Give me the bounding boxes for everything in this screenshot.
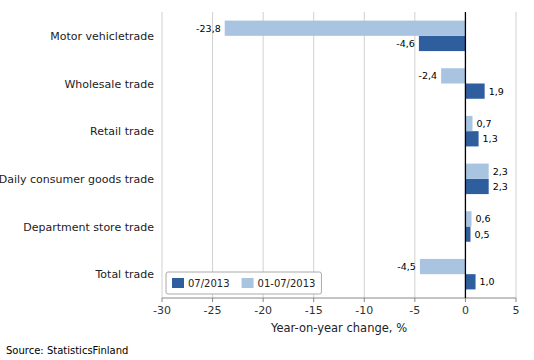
chart: -30 -25 -20 -15 -10 -5 0 5 Motor vehicletrade Who… — [0, 0, 534, 360]
bar — [465, 179, 488, 194]
x-tick-label: -25 — [204, 304, 222, 317]
grid-line — [263, 12, 264, 298]
bar — [465, 227, 470, 242]
bar — [465, 84, 484, 99]
tick-mark — [313, 298, 314, 302]
bars — [225, 21, 489, 290]
grid — [162, 12, 516, 298]
tick-mark — [364, 298, 365, 302]
data-label: 2,3 — [493, 166, 508, 177]
bar — [465, 274, 475, 289]
x-tick-label: 0 — [462, 304, 469, 317]
bar — [419, 36, 466, 51]
bar — [465, 164, 488, 179]
x-tick-label: -15 — [305, 304, 323, 317]
bar — [420, 259, 466, 274]
data-label: -2,4 — [419, 70, 438, 81]
data-label: 0,7 — [477, 118, 492, 129]
data-label: 0,5 — [474, 229, 489, 240]
bar — [465, 211, 471, 226]
grid-line — [313, 12, 314, 298]
tick-mark — [516, 298, 517, 302]
bar — [465, 116, 472, 131]
category-label: Wholesale trade — [64, 78, 154, 91]
x-tick-label: 5 — [513, 304, 520, 317]
data-label: 1,9 — [489, 86, 504, 97]
grid-line — [414, 12, 415, 298]
grid-line — [516, 12, 517, 298]
x-axis-line — [162, 298, 516, 299]
legend: 07/2013 01-07/2013 — [166, 272, 321, 294]
x-tick-label: -5 — [409, 304, 420, 317]
tick-mark — [465, 298, 466, 302]
legend-entry: 07/2013 — [188, 278, 230, 289]
category-label: Retail trade — [90, 125, 154, 138]
legend-entry: 01-07/2013 — [258, 278, 316, 289]
tick-mark — [414, 298, 415, 302]
tick-mark — [263, 298, 264, 302]
category-label: Department store trade — [23, 221, 154, 234]
legend-swatch — [242, 278, 254, 288]
legend-frame — [166, 272, 321, 294]
data-label: 2,3 — [493, 181, 508, 192]
tick-mark — [162, 298, 163, 302]
data-label: -23,8 — [196, 23, 221, 34]
x-tick-label: -30 — [153, 304, 171, 317]
x-tick-label: -20 — [254, 304, 272, 317]
bar — [465, 131, 478, 146]
data-label: -4,5 — [397, 261, 416, 272]
x-axis-label: Year-on-year change, % — [270, 321, 407, 335]
category-label: Motor vehicletrade — [50, 30, 154, 43]
bar — [441, 68, 465, 83]
grid-line — [212, 12, 213, 298]
grid-line — [162, 12, 163, 298]
category-label: Daily consumer goods trade — [0, 173, 154, 186]
source-note: Source: StatisticsFinland — [6, 345, 128, 356]
category-label: Total trade — [94, 268, 154, 281]
data-label: 0,6 — [475, 213, 490, 224]
x-tick-label: -10 — [355, 304, 373, 317]
legend-swatch — [172, 278, 184, 288]
data-label: -4,6 — [396, 38, 415, 49]
bar — [225, 21, 466, 36]
tick-mark — [212, 298, 213, 302]
grid-line — [364, 12, 365, 298]
data-label: 1,3 — [483, 133, 498, 144]
data-label: 1,0 — [480, 276, 495, 287]
grid-line — [465, 12, 466, 298]
data-labels: -4,6 1,9 1,3 2,3 0,5 1,0 -23,8 -2,4 0,7 2,3 0,6 -4,… — [196, 23, 508, 288]
zero-line — [465, 12, 466, 298]
